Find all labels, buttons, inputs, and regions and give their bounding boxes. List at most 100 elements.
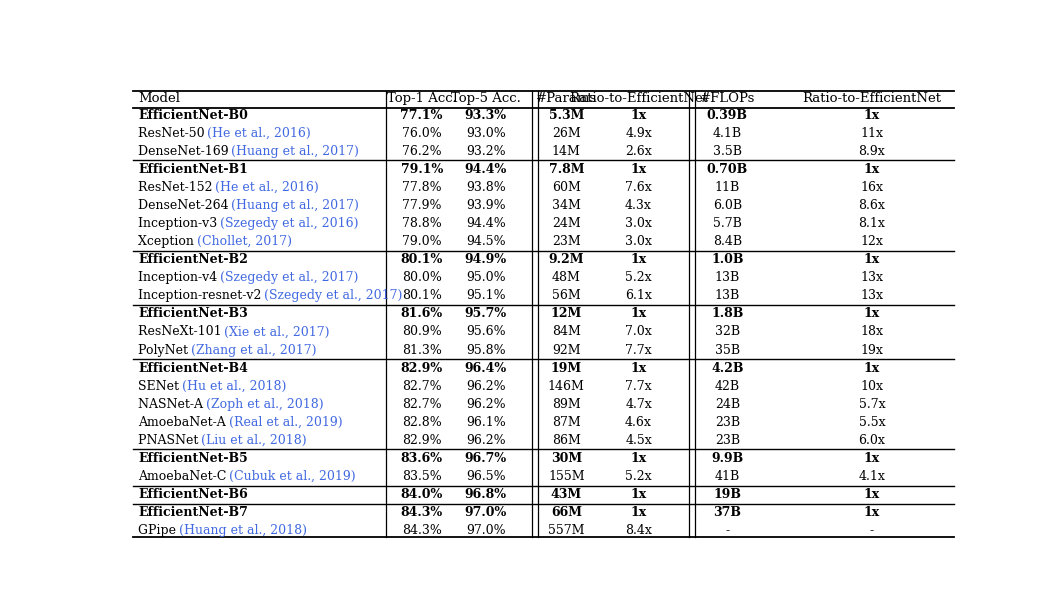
Text: 66M: 66M [551,506,582,519]
Text: 1.8B: 1.8B [711,307,743,320]
Text: 94.4%: 94.4% [464,163,507,176]
Text: Inception-v3: Inception-v3 [138,217,220,230]
Text: (Huang et al., 2017): (Huang et al., 2017) [231,145,359,158]
Text: Top-1 Acc.: Top-1 Acc. [387,92,457,105]
Text: 11x: 11x [861,127,883,140]
Text: 13B: 13B [714,271,740,285]
Text: 4.5x: 4.5x [625,434,652,447]
Text: 9.9B: 9.9B [711,452,743,465]
Text: 43M: 43M [551,488,582,501]
Text: 79.1%: 79.1% [401,163,443,176]
Text: AmoebaNet-A: AmoebaNet-A [138,416,229,429]
Text: 89M: 89M [552,398,581,411]
Text: 97.0%: 97.0% [466,524,506,537]
Text: (Szegedy et al., 2017): (Szegedy et al., 2017) [220,271,358,285]
Text: 41B: 41B [714,470,740,483]
Text: 13B: 13B [714,290,740,302]
Text: 1x: 1x [864,452,880,465]
Text: 23B: 23B [714,434,740,447]
Text: 97.0%: 97.0% [464,506,507,519]
Text: 94.4%: 94.4% [466,217,506,230]
Text: GPipe: GPipe [138,524,179,537]
Text: 8.4x: 8.4x [625,524,652,537]
Text: #FLOPs: #FLOPs [700,92,755,105]
Text: 77.9%: 77.9% [402,199,441,212]
Text: 1x: 1x [631,109,647,122]
Text: 19x: 19x [861,344,883,357]
Text: 2.6x: 2.6x [625,145,652,158]
Text: 95.8%: 95.8% [466,344,506,357]
Text: EfficientNet-B0: EfficientNet-B0 [138,109,248,122]
Text: 18x: 18x [861,325,883,338]
Text: 0.70B: 0.70B [707,163,748,176]
Text: 80.1%: 80.1% [402,290,442,302]
Text: NASNet-A: NASNet-A [138,398,206,411]
Text: 1x: 1x [631,452,647,465]
Text: 86M: 86M [552,434,581,447]
Text: 1x: 1x [631,163,647,176]
Text: DenseNet-169: DenseNet-169 [138,145,231,158]
Text: #Params: #Params [535,92,597,105]
Text: 84.0%: 84.0% [401,488,443,501]
Text: (Szegedy et al., 2017): (Szegedy et al., 2017) [264,290,403,302]
Text: (Huang et al., 2018): (Huang et al., 2018) [179,524,306,537]
Text: (Xie et al., 2017): (Xie et al., 2017) [225,325,330,338]
Text: 81.6%: 81.6% [401,307,443,320]
Text: 35B: 35B [714,344,740,357]
Text: 3.0x: 3.0x [625,235,652,248]
Text: 7.0x: 7.0x [625,325,652,338]
Text: Model: Model [138,92,180,105]
Text: 1x: 1x [864,488,880,501]
Text: 95.6%: 95.6% [466,325,506,338]
Text: 12x: 12x [861,235,883,248]
Text: 13x: 13x [861,290,883,302]
Text: 4.3x: 4.3x [625,199,652,212]
Text: 60M: 60M [552,181,581,194]
Text: 7.7x: 7.7x [625,379,652,392]
Text: 1x: 1x [631,253,647,266]
Text: 10x: 10x [861,379,883,392]
Text: 4.9x: 4.9x [625,127,652,140]
Text: 11B: 11B [714,181,740,194]
Text: 7.7x: 7.7x [625,344,652,357]
Text: (Huang et al., 2017): (Huang et al., 2017) [231,199,359,212]
Text: 6.0B: 6.0B [712,199,742,212]
Text: 1x: 1x [864,506,880,519]
Text: 5.2x: 5.2x [625,271,652,285]
Text: 96.2%: 96.2% [466,434,506,447]
Text: ResNet-152: ResNet-152 [138,181,215,194]
Text: (Zoph et al., 2018): (Zoph et al., 2018) [206,398,323,411]
Text: 82.7%: 82.7% [402,379,441,392]
Text: (Cubuk et al., 2019): (Cubuk et al., 2019) [229,470,356,483]
Text: 26M: 26M [552,127,581,140]
Text: 9.2M: 9.2M [548,253,584,266]
Text: EfficientNet-B7: EfficientNet-B7 [138,506,248,519]
Text: DenseNet-264: DenseNet-264 [138,199,231,212]
Text: 1x: 1x [631,488,647,501]
Text: 12M: 12M [550,307,582,320]
Text: 96.2%: 96.2% [466,398,506,411]
Text: 1x: 1x [864,362,880,375]
Text: 5.2x: 5.2x [625,470,652,483]
Text: 96.8%: 96.8% [464,488,507,501]
Text: ResNeXt-101: ResNeXt-101 [138,325,225,338]
Text: 7.6x: 7.6x [625,181,652,194]
Text: 23B: 23B [714,416,740,429]
Text: 34M: 34M [552,199,581,212]
Text: 4.1B: 4.1B [712,127,742,140]
Text: 4.6x: 4.6x [625,416,652,429]
Text: 93.9%: 93.9% [466,199,506,212]
Text: 95.0%: 95.0% [466,271,506,285]
Text: 77.8%: 77.8% [402,181,441,194]
Text: 82.8%: 82.8% [402,416,442,429]
Text: 96.5%: 96.5% [466,470,506,483]
Text: 95.7%: 95.7% [464,307,507,320]
Text: 37B: 37B [713,506,741,519]
Text: 8.4B: 8.4B [712,235,742,248]
Text: 13x: 13x [861,271,883,285]
Text: 81.3%: 81.3% [402,344,442,357]
Text: EfficientNet-B3: EfficientNet-B3 [138,307,248,320]
Text: 93.3%: 93.3% [464,109,507,122]
Text: 6.0x: 6.0x [859,434,885,447]
Text: 0.39B: 0.39B [707,109,747,122]
